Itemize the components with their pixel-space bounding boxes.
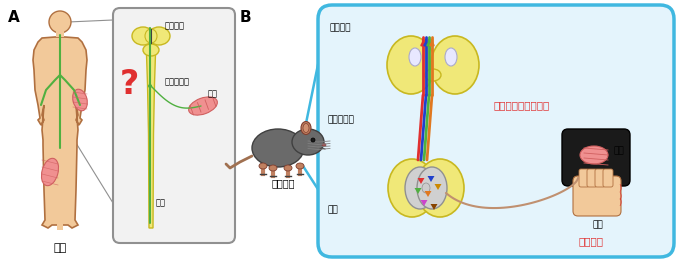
Text: 筋肉: 筋肉 [593, 220, 603, 230]
FancyBboxPatch shape [318, 5, 674, 257]
Ellipse shape [132, 27, 154, 45]
Ellipse shape [417, 167, 447, 209]
Text: 筋肉: 筋肉 [614, 146, 625, 155]
Text: ヒト: ヒト [53, 243, 67, 253]
Text: ?: ? [120, 68, 139, 100]
Ellipse shape [425, 69, 441, 81]
Text: ): ) [618, 191, 622, 200]
Ellipse shape [445, 48, 457, 66]
Polygon shape [57, 148, 63, 230]
Ellipse shape [284, 165, 292, 171]
Text: 多様な回路と機能！: 多様な回路と機能！ [493, 100, 549, 110]
Text: B: B [240, 10, 252, 25]
Ellipse shape [301, 122, 311, 134]
Ellipse shape [73, 89, 87, 111]
Text: 脊髄: 脊髄 [156, 199, 166, 208]
Ellipse shape [409, 48, 421, 66]
Text: 皮質脊髄路: 皮質脊髄路 [165, 78, 190, 87]
Text: 脊髄: 脊髄 [328, 205, 339, 215]
Ellipse shape [296, 163, 304, 169]
FancyBboxPatch shape [603, 169, 613, 187]
Ellipse shape [292, 129, 324, 155]
Ellipse shape [322, 144, 326, 146]
Text: 大脳皮質: 大脳皮質 [165, 22, 185, 31]
Ellipse shape [188, 97, 218, 115]
Text: 皮質脊髄路: 皮質脊髄路 [328, 115, 355, 124]
Ellipse shape [311, 138, 315, 142]
FancyBboxPatch shape [587, 169, 597, 187]
FancyBboxPatch shape [595, 169, 605, 187]
Ellipse shape [148, 84, 152, 88]
FancyBboxPatch shape [579, 169, 589, 187]
Polygon shape [146, 54, 156, 228]
Ellipse shape [580, 146, 608, 164]
Text: 巧繋運動: 巧繋運動 [579, 236, 604, 246]
Ellipse shape [422, 183, 430, 193]
Polygon shape [33, 37, 87, 228]
Ellipse shape [388, 159, 436, 217]
Text: 筋肉: 筋肉 [208, 89, 218, 99]
Ellipse shape [431, 36, 479, 94]
Ellipse shape [416, 159, 464, 217]
FancyBboxPatch shape [562, 129, 630, 186]
Ellipse shape [252, 129, 304, 167]
Ellipse shape [145, 29, 157, 43]
Polygon shape [56, 31, 64, 37]
Ellipse shape [303, 124, 309, 133]
FancyBboxPatch shape [113, 8, 235, 243]
Ellipse shape [269, 165, 277, 171]
Ellipse shape [49, 11, 71, 33]
Text: げっ歯類: げっ歯類 [271, 178, 294, 188]
Ellipse shape [143, 44, 159, 56]
Ellipse shape [259, 163, 267, 169]
Text: ): ) [618, 185, 622, 194]
Ellipse shape [405, 167, 435, 209]
Text: 大脳皮質: 大脳皮質 [330, 23, 352, 32]
Ellipse shape [41, 158, 58, 186]
Text: A: A [8, 10, 20, 25]
FancyBboxPatch shape [573, 176, 621, 216]
Ellipse shape [387, 36, 435, 94]
Ellipse shape [148, 27, 170, 45]
Text: ): ) [618, 199, 622, 208]
